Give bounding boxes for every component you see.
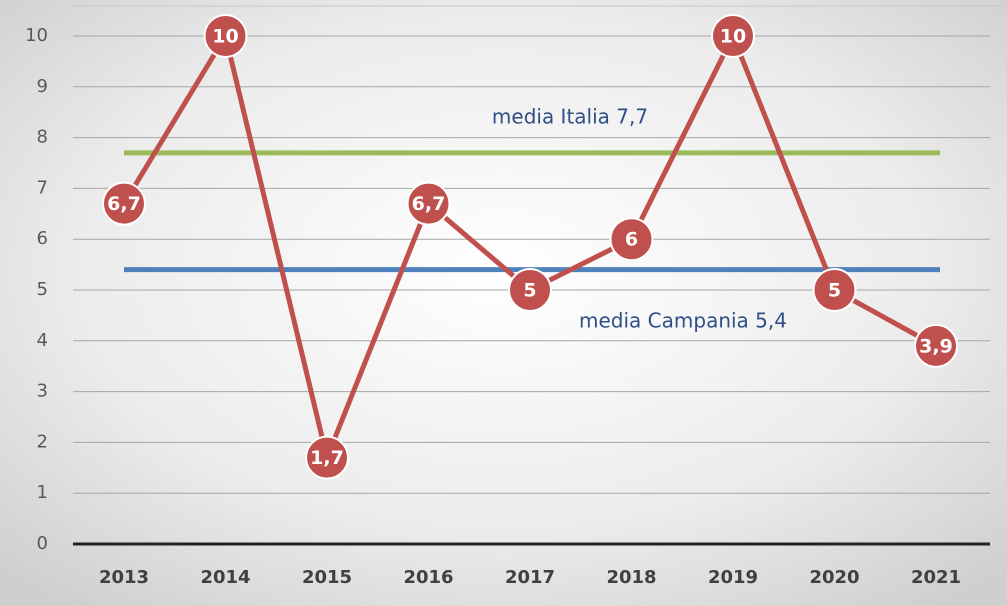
y-tick-label: 0: [37, 533, 48, 554]
x-tick-label: 2016: [403, 567, 453, 588]
reference-label: media Italia 7,7: [492, 105, 648, 129]
data-label: 6,7: [412, 193, 446, 215]
marker: [609, 217, 654, 262]
x-tick-label: 2020: [809, 567, 859, 588]
x-tick-label: 2021: [911, 567, 961, 588]
y-tick-label: 9: [37, 76, 48, 97]
data-label: 10: [212, 26, 238, 48]
marker: [914, 323, 958, 368]
x-tick-label: 2015: [302, 567, 352, 588]
x-tick-label: 2013: [99, 567, 149, 588]
data-label: 10: [720, 26, 746, 48]
marker: [102, 181, 146, 226]
y-tick-label: 4: [37, 330, 48, 351]
data-label: 6: [625, 229, 638, 251]
data-label: 5: [523, 280, 536, 302]
y-tick-label: 2: [37, 431, 48, 452]
data-label: 6,7: [107, 193, 141, 215]
y-tick-label: 3: [37, 381, 48, 402]
marker: [203, 14, 248, 58]
x-tick-label: 2019: [708, 567, 758, 588]
marker: [406, 181, 451, 226]
marker: [508, 268, 552, 312]
y-tick-label: 10: [25, 25, 48, 46]
reference-label: media Campania 5,4: [579, 309, 787, 333]
y-tick-label: 1: [37, 482, 48, 503]
data-label: 1,7: [310, 447, 344, 469]
x-tick-label: 2018: [606, 567, 656, 588]
data-label: 5: [828, 280, 841, 302]
marker: [812, 268, 857, 312]
y-tick-label: 6: [37, 228, 48, 249]
y-tick-label: 7: [37, 177, 48, 198]
marker: [305, 435, 349, 480]
y-tick-label: 8: [37, 127, 48, 148]
y-tick-label: 5: [37, 279, 48, 300]
marker: [711, 14, 755, 58]
x-tick-label: 2017: [505, 567, 555, 588]
x-tick-label: 2014: [200, 567, 250, 588]
data-label: 3,9: [919, 335, 953, 357]
